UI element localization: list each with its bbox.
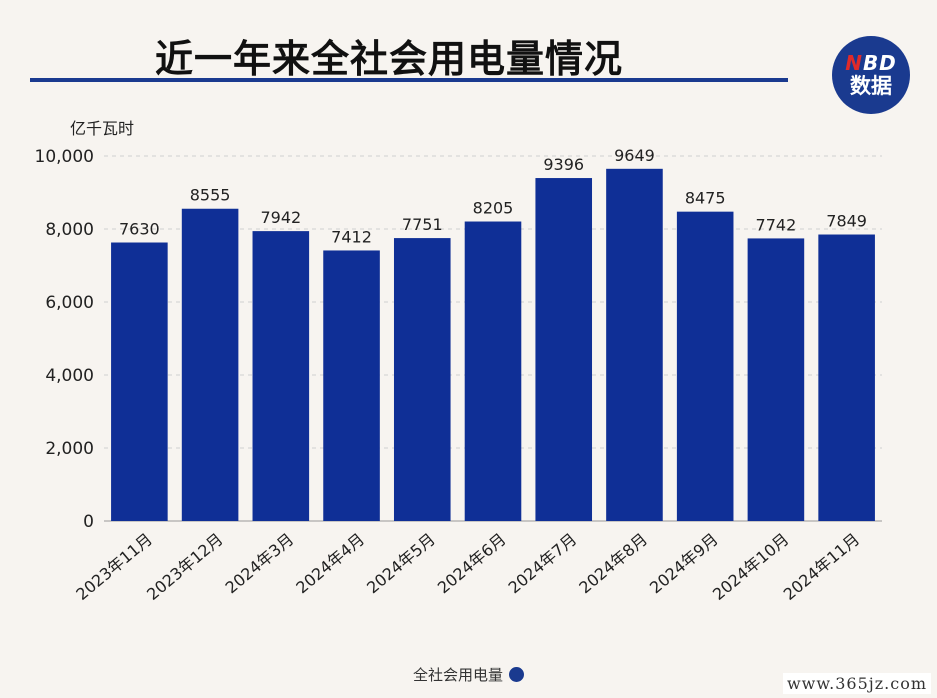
bar xyxy=(464,221,522,521)
legend-label: 全社会用电量 xyxy=(412,666,503,684)
bar xyxy=(606,168,663,521)
data-label: 9396 xyxy=(543,155,584,174)
bar xyxy=(676,211,734,521)
nbd-data-logo: NBD 数据 xyxy=(832,36,910,114)
x-tick-label: 2024年7月 xyxy=(505,530,581,598)
x-tick-label: 2023年11月 xyxy=(72,530,156,604)
data-label: 8475 xyxy=(685,189,726,208)
data-label: 7849 xyxy=(826,212,867,231)
bar xyxy=(111,242,168,521)
x-tick-label: 2023年12月 xyxy=(143,530,227,604)
x-tick-label: 2024年10月 xyxy=(709,530,793,604)
y-axis-unit-label: 亿千瓦时 xyxy=(70,119,135,138)
x-tick-label: 2024年6月 xyxy=(434,530,510,598)
y-tick-label: 4,000 xyxy=(45,366,94,386)
x-tick-label: 2024年4月 xyxy=(292,530,368,598)
y-tick-label: 2,000 xyxy=(45,439,94,459)
data-label: 9649 xyxy=(614,146,655,165)
bar xyxy=(818,234,875,521)
chart-legend: 全社会用电量 xyxy=(0,664,937,685)
x-tick-label: 2024年5月 xyxy=(363,530,439,598)
x-tick-label: 2024年3月 xyxy=(222,530,298,598)
data-label: 7630 xyxy=(119,220,160,239)
data-label: 8205 xyxy=(473,199,514,218)
bar xyxy=(181,208,239,521)
y-tick-label: 8,000 xyxy=(45,220,94,240)
x-tick-label: 2024年8月 xyxy=(575,530,651,598)
y-tick-label: 6,000 xyxy=(45,293,94,313)
title-underline xyxy=(30,78,788,82)
y-tick-label: 0 xyxy=(83,512,94,532)
data-label: 7742 xyxy=(756,215,797,234)
site-watermark: www.365jz.com xyxy=(782,673,931,694)
bar xyxy=(747,238,805,522)
data-label: 7942 xyxy=(260,208,301,227)
legend-swatch xyxy=(509,667,524,682)
bar xyxy=(393,238,451,521)
bar xyxy=(323,250,380,521)
data-label: 7751 xyxy=(402,215,443,234)
bar xyxy=(252,231,310,521)
bar xyxy=(535,178,593,521)
x-tick-label: 2024年11月 xyxy=(780,530,864,604)
page-title: 近一年来全社会用电量情况 xyxy=(155,37,624,81)
y-tick-label: 10,000 xyxy=(35,147,94,167)
data-label: 8555 xyxy=(190,186,231,205)
data-label: 7412 xyxy=(331,227,372,246)
